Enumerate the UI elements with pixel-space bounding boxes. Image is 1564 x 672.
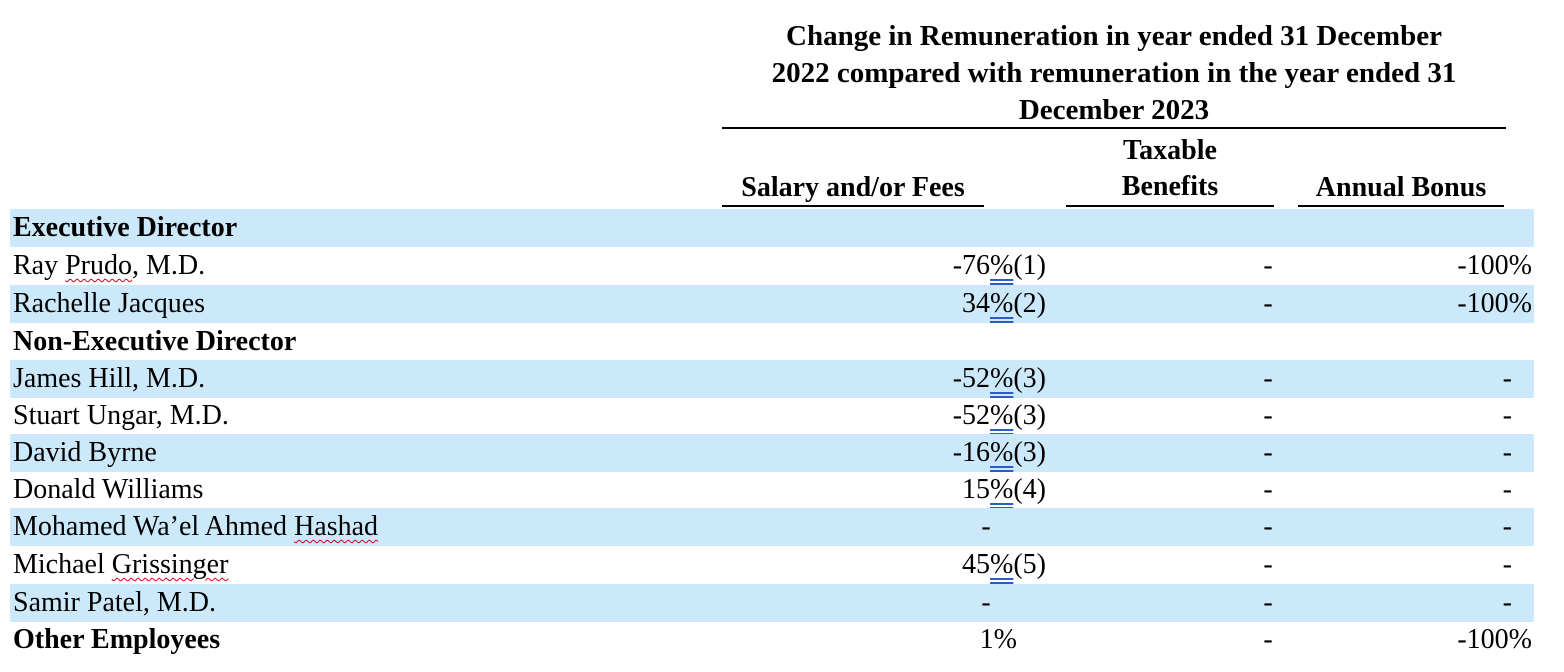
director-name: David Byrne bbox=[13, 437, 157, 468]
salary-pct: % bbox=[990, 400, 1014, 431]
bonus-change: - bbox=[1502, 437, 1512, 468]
director-name: Stuart Ungar, M.D. bbox=[13, 400, 229, 431]
column-header-benefits-line1: Taxable bbox=[1123, 135, 1217, 166]
column-header-bonus: Annual Bonus bbox=[1315, 172, 1487, 203]
salary-change: -76%(1) bbox=[953, 247, 1046, 285]
benefits-change: - bbox=[1263, 511, 1273, 542]
bonus-change: - bbox=[1502, 587, 1512, 618]
section-label: Other Employees bbox=[13, 624, 221, 655]
bonus-change: - bbox=[1502, 474, 1512, 505]
salary-value: -52 bbox=[952, 363, 991, 394]
section-row-other-employees: Other Employees 1% - -100% bbox=[10, 621, 1534, 659]
director-name: Mohamed Wa’el Ahmed Hashad bbox=[13, 511, 379, 542]
benefits-change: - bbox=[1263, 400, 1273, 431]
salary-change: -16%(3) bbox=[953, 434, 1046, 472]
salary-pct: % bbox=[990, 250, 1014, 281]
bonus-change: - bbox=[1502, 549, 1512, 580]
bonus-change: - bbox=[1502, 363, 1512, 394]
director-name: Donald Williams bbox=[13, 474, 204, 505]
benefits-change: - bbox=[1263, 437, 1273, 468]
benefits-change: - bbox=[1263, 549, 1273, 580]
salary-note: (3) bbox=[1013, 363, 1046, 394]
benefits-change: - bbox=[1263, 288, 1273, 319]
title-rule bbox=[722, 127, 1506, 129]
salary-value: -52 bbox=[952, 400, 991, 431]
salary-change: - bbox=[981, 587, 991, 618]
column-rule-bonus bbox=[1298, 205, 1504, 207]
salary-pct: % bbox=[990, 288, 1014, 319]
table-row: Michael Grissinger 45%(5) - - bbox=[10, 546, 1534, 584]
salary-pct: % bbox=[990, 474, 1014, 505]
column-header-benefits: Taxable Benefits bbox=[1066, 133, 1274, 205]
column-header-salary: Salary and/or Fees bbox=[741, 172, 965, 203]
section-row-executive: Executive Director bbox=[10, 209, 1534, 247]
table-row: Mohamed Wa’el Ahmed Hashad - - - bbox=[10, 508, 1534, 546]
title-line: Change in Remuneration in year ended 31 … bbox=[786, 20, 1442, 52]
salary-value: -76 bbox=[952, 250, 991, 281]
title-line: December 2023 bbox=[1018, 94, 1210, 126]
table-row: Stuart Ungar, M.D. -52%(3) - - bbox=[10, 397, 1534, 435]
salary-pct: % bbox=[990, 437, 1014, 468]
salary-note: (1) bbox=[1013, 250, 1046, 281]
salary-note: (2) bbox=[1013, 288, 1046, 319]
salary-note: (3) bbox=[1013, 400, 1046, 431]
benefits-change: - bbox=[1263, 474, 1273, 505]
salary-value: 15 bbox=[962, 474, 991, 505]
salary-change: - bbox=[981, 511, 991, 542]
salary-change: 45%(5) bbox=[962, 546, 1046, 584]
benefits-change: - bbox=[1263, 624, 1273, 655]
director-name-surname: Grissinger bbox=[111, 549, 229, 580]
table-row: Ray Prudo, M.D. -76%(1) - -100% bbox=[10, 247, 1534, 285]
benefits-change: - bbox=[1263, 363, 1273, 394]
column-rule-salary bbox=[722, 205, 984, 207]
salary-value: 34 bbox=[962, 288, 991, 319]
section-label: Non-Executive Director bbox=[13, 326, 297, 357]
salary-change: 15%(4) bbox=[962, 471, 1046, 509]
benefits-change: - bbox=[1263, 587, 1273, 618]
salary-change: -52%(3) bbox=[953, 360, 1046, 398]
table-row: James Hill, M.D. -52%(3) - - bbox=[10, 360, 1534, 398]
salary-note: (3) bbox=[1013, 437, 1046, 468]
salary-change: 34%(2) bbox=[962, 285, 1046, 323]
director-name: Michael Grissinger bbox=[13, 549, 229, 580]
salary-note: (5) bbox=[1013, 549, 1046, 580]
bonus-change: -100% bbox=[1457, 250, 1532, 281]
director-name: Samir Patel, M.D. bbox=[13, 587, 216, 618]
title-line: 2022 compared with remuneration in the y… bbox=[771, 57, 1457, 89]
director-name-surname: Prudo bbox=[65, 250, 133, 281]
director-name: Ray Prudo, M.D. bbox=[13, 250, 206, 281]
salary-change: 1% bbox=[979, 624, 1017, 655]
table-title: Change in Remuneration in year ended 31 … bbox=[722, 18, 1506, 129]
section-row-non-executive: Non-Executive Director bbox=[10, 323, 1534, 361]
column-rule-benefits bbox=[1066, 205, 1274, 207]
table-row: Donald Williams 15%(4) - - bbox=[10, 471, 1534, 509]
salary-value: -16 bbox=[952, 437, 991, 468]
salary-pct: % bbox=[990, 549, 1014, 580]
director-name-surname: Hashad bbox=[294, 511, 379, 542]
salary-change: -52%(3) bbox=[953, 397, 1046, 435]
table-row: Rachelle Jacques 34%(2) - -100% bbox=[10, 285, 1534, 323]
salary-note: (4) bbox=[1013, 474, 1046, 505]
bonus-change: - bbox=[1502, 400, 1512, 431]
section-label: Executive Director bbox=[13, 212, 238, 243]
salary-pct: % bbox=[990, 363, 1014, 394]
bonus-change: -100% bbox=[1457, 624, 1532, 655]
salary-value: 45 bbox=[962, 549, 991, 580]
table-row: Samir Patel, M.D. - - - bbox=[10, 584, 1534, 622]
bonus-change: -100% bbox=[1457, 288, 1532, 319]
director-name: Rachelle Jacques bbox=[13, 288, 206, 319]
table-row: David Byrne -16%(3) - - bbox=[10, 434, 1534, 472]
benefits-change: - bbox=[1263, 250, 1273, 281]
column-header-benefits-line2: Benefits bbox=[1121, 171, 1219, 202]
bonus-change: - bbox=[1502, 511, 1512, 542]
director-name: James Hill, M.D. bbox=[13, 363, 206, 394]
